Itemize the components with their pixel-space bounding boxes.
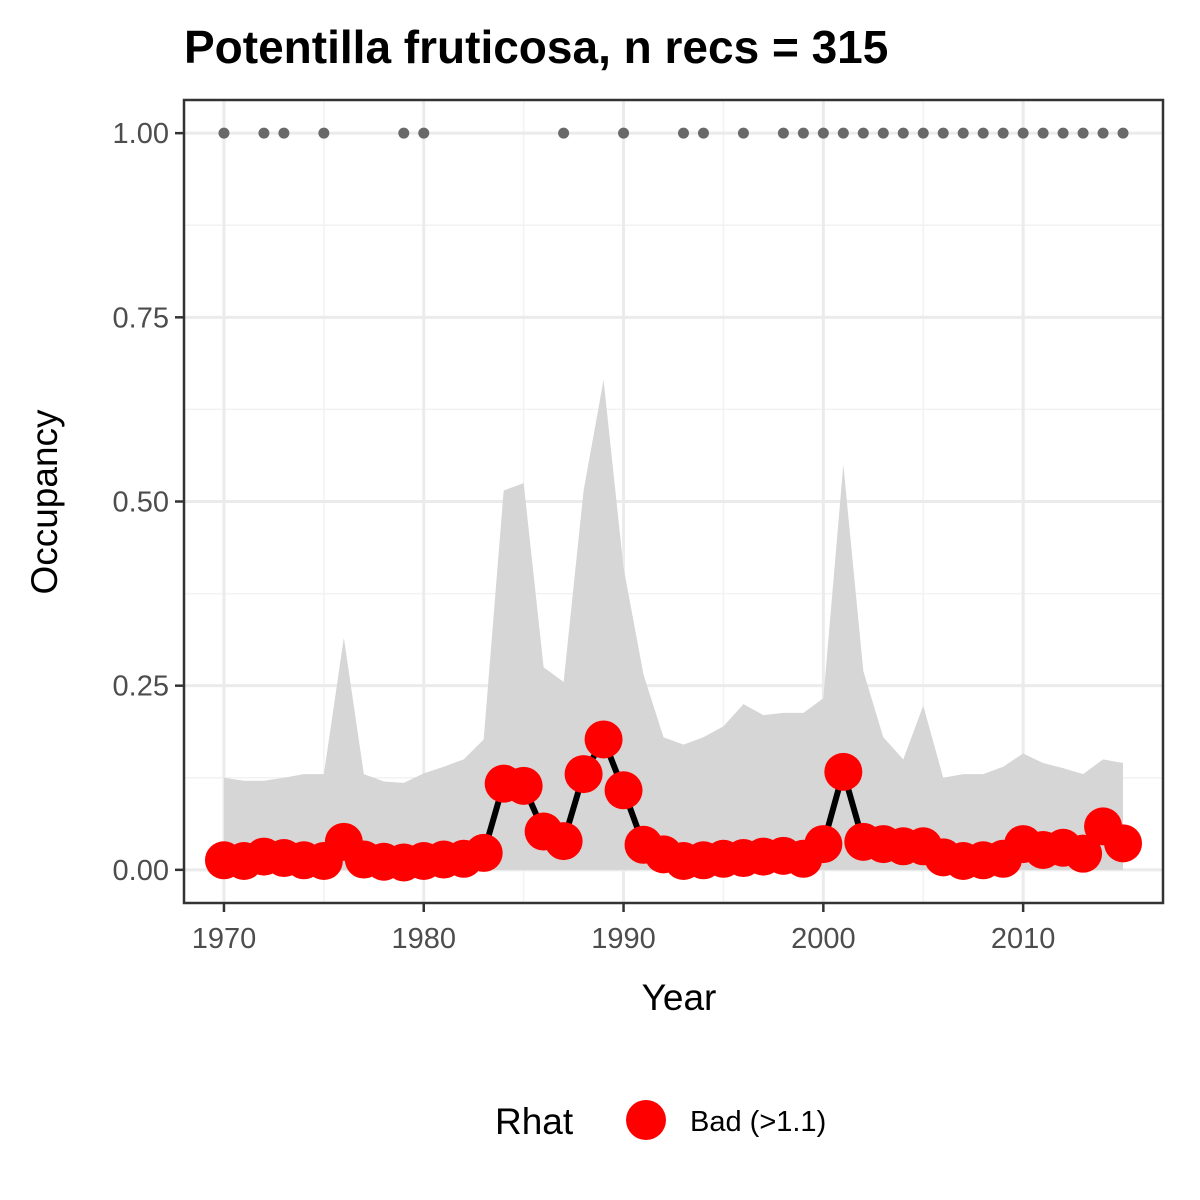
record-point <box>977 127 989 139</box>
legend: Rhat Bad (>1.1) <box>495 1100 826 1142</box>
record-point <box>558 127 570 139</box>
record-point <box>1077 127 1089 139</box>
record-point <box>218 127 230 139</box>
record-point <box>917 127 929 139</box>
plot-panel <box>182 98 1165 905</box>
record-point <box>318 127 330 139</box>
legend-key-bad <box>626 1100 666 1140</box>
y-tick-label: 0.50 <box>113 487 169 519</box>
record-point <box>737 127 749 139</box>
legend-label-bad: Bad (>1.1) <box>690 1106 826 1138</box>
record-point <box>1117 127 1129 139</box>
occupancy-point <box>1104 824 1143 863</box>
occupancy-point <box>504 766 543 805</box>
y-tick-label: 0.00 <box>113 855 169 887</box>
record-point <box>1057 127 1069 139</box>
y-axis: 0.00 0.25 0.50 0.75 1.00 <box>113 118 184 887</box>
y-tick-label: 1.00 <box>113 118 169 150</box>
y-tick-label: 0.25 <box>113 671 169 703</box>
record-point <box>797 127 809 139</box>
record-point <box>697 127 709 139</box>
record-point <box>857 127 869 139</box>
record-point <box>957 127 969 139</box>
record-point <box>997 127 1009 139</box>
record-point <box>937 127 949 139</box>
x-axis-title: Year <box>642 977 717 1018</box>
record-point <box>418 127 430 139</box>
occupancy-point <box>824 752 863 791</box>
occupancy-point <box>804 825 843 864</box>
record-point <box>677 127 689 139</box>
y-tick-label: 0.75 <box>113 302 169 334</box>
record-point <box>817 127 829 139</box>
occupancy-point <box>584 720 623 759</box>
x-axis: 1970 1980 1990 2000 2010 <box>192 903 1056 955</box>
confidence-ribbon <box>223 379 1124 870</box>
legend-title: Rhat <box>495 1101 574 1142</box>
x-tick-label: 1980 <box>391 923 456 955</box>
record-point <box>877 127 889 139</box>
x-tick-label: 2010 <box>991 923 1056 955</box>
record-point <box>618 127 630 139</box>
occupancy-point <box>1064 834 1103 873</box>
occupancy-point <box>564 755 603 794</box>
record-point <box>398 127 410 139</box>
record-point <box>1097 127 1109 139</box>
record-point <box>278 127 290 139</box>
occupancy-point <box>544 822 583 861</box>
occupancy-point <box>464 833 503 872</box>
occupancy-point <box>604 771 643 810</box>
y-axis-title: Occupancy <box>24 409 65 595</box>
record-point <box>777 127 789 139</box>
x-tick-label: 1970 <box>192 923 257 955</box>
record-point <box>897 127 909 139</box>
record-point <box>258 127 270 139</box>
chart-title: Potentilla fruticosa, n recs = 315 <box>184 21 888 73</box>
x-tick-label: 2000 <box>791 923 856 955</box>
record-point <box>1017 127 1029 139</box>
record-point <box>1037 127 1049 139</box>
x-tick-label: 1990 <box>591 923 656 955</box>
record-point <box>837 127 849 139</box>
